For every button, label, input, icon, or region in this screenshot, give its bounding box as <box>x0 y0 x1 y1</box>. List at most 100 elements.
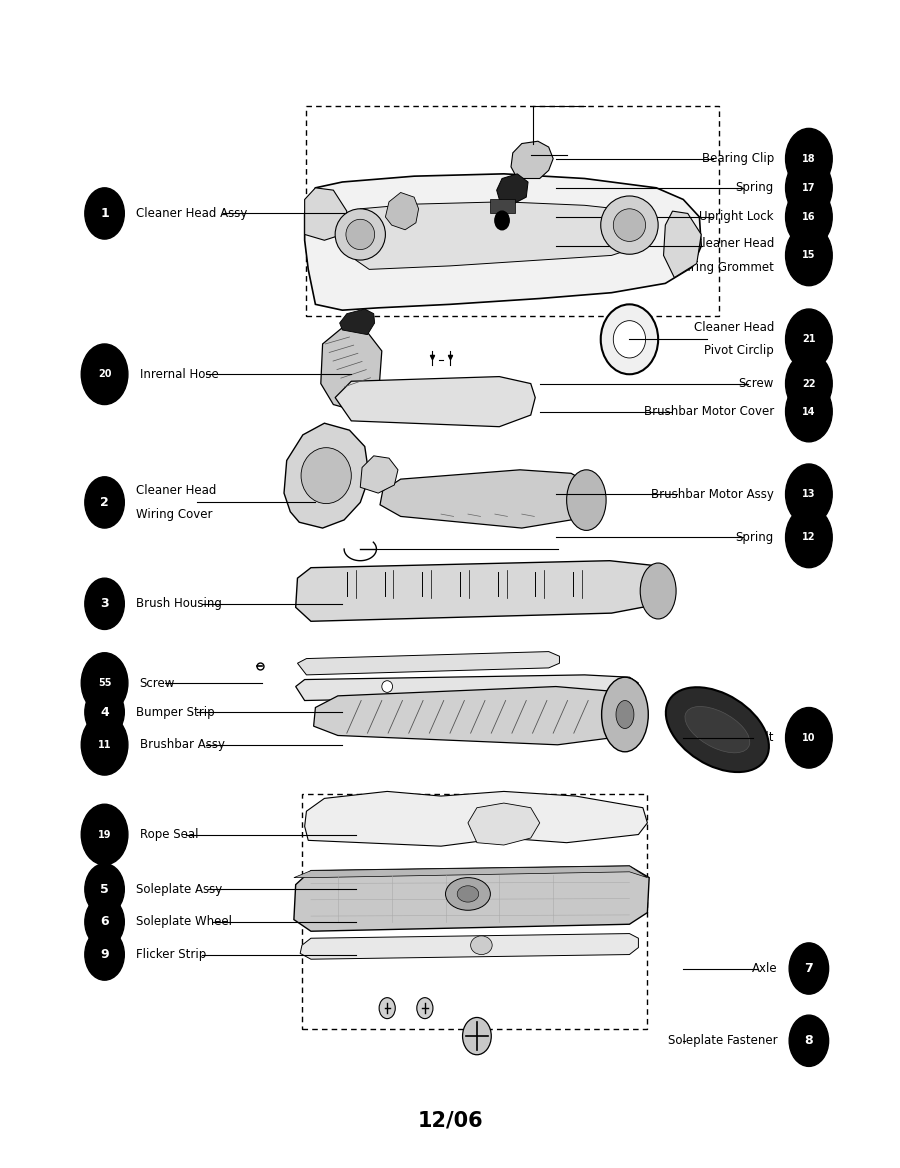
Text: 9: 9 <box>100 948 109 961</box>
Polygon shape <box>294 865 647 877</box>
Text: 18: 18 <box>802 154 815 164</box>
Ellipse shape <box>600 305 658 374</box>
Text: Rope Seal: Rope Seal <box>140 828 198 841</box>
Text: 19: 19 <box>98 829 112 840</box>
Circle shape <box>786 225 833 286</box>
Text: 1: 1 <box>100 207 109 220</box>
Circle shape <box>786 507 833 568</box>
Circle shape <box>786 353 833 413</box>
Ellipse shape <box>471 936 492 954</box>
Text: 2: 2 <box>100 496 109 509</box>
Bar <box>491 200 516 214</box>
Polygon shape <box>380 470 594 528</box>
Polygon shape <box>313 687 642 745</box>
Text: Brushbar Assy: Brushbar Assy <box>140 738 225 751</box>
Text: Wiring Cover: Wiring Cover <box>136 508 212 521</box>
Circle shape <box>786 310 833 369</box>
Text: Screw: Screw <box>140 676 175 689</box>
Ellipse shape <box>382 681 392 693</box>
Text: 15: 15 <box>802 250 815 260</box>
Text: 8: 8 <box>805 1035 814 1048</box>
Text: 6: 6 <box>100 916 109 929</box>
Text: Flicker Strip: Flicker Strip <box>136 948 206 961</box>
Text: Soleplate Wheel: Soleplate Wheel <box>136 916 232 929</box>
Polygon shape <box>663 211 701 278</box>
Polygon shape <box>385 193 418 230</box>
Circle shape <box>789 1015 829 1066</box>
Circle shape <box>786 158 833 218</box>
Ellipse shape <box>640 563 676 619</box>
Circle shape <box>81 343 128 404</box>
Text: Spring: Spring <box>735 181 774 194</box>
Text: 4: 4 <box>100 705 109 718</box>
Circle shape <box>81 715 128 776</box>
Polygon shape <box>296 561 674 621</box>
Circle shape <box>786 128 833 189</box>
Ellipse shape <box>346 220 374 250</box>
Circle shape <box>85 188 124 239</box>
Text: Soleplate Assy: Soleplate Assy <box>136 883 222 896</box>
Text: 7: 7 <box>805 962 814 975</box>
Ellipse shape <box>335 209 385 260</box>
Ellipse shape <box>685 707 750 753</box>
Polygon shape <box>511 141 554 179</box>
Polygon shape <box>294 865 649 931</box>
Text: Wiring Grommet: Wiring Grommet <box>676 260 774 273</box>
Ellipse shape <box>600 196 658 255</box>
Text: 12/06: 12/06 <box>418 1110 482 1129</box>
Text: Pivot Circlip: Pivot Circlip <box>704 345 774 357</box>
Ellipse shape <box>616 701 634 729</box>
Ellipse shape <box>567 470 606 530</box>
Circle shape <box>786 708 833 769</box>
Text: Screw: Screw <box>739 377 774 390</box>
Polygon shape <box>360 456 398 493</box>
Polygon shape <box>335 376 536 426</box>
Text: Cleaner Head: Cleaner Head <box>694 321 774 334</box>
Text: 13: 13 <box>802 489 815 499</box>
Bar <box>302 794 647 1029</box>
Text: Upright Lock: Upright Lock <box>699 210 774 223</box>
Polygon shape <box>298 652 560 675</box>
Ellipse shape <box>446 877 491 910</box>
Text: Brushbar Motor Cover: Brushbar Motor Cover <box>644 405 774 418</box>
Ellipse shape <box>302 447 351 503</box>
Text: 10: 10 <box>802 732 815 743</box>
Text: 3: 3 <box>100 597 109 611</box>
Text: 17: 17 <box>802 183 815 193</box>
Polygon shape <box>304 174 701 311</box>
Bar <box>306 106 719 317</box>
Text: Brushbar Motor Assy: Brushbar Motor Assy <box>651 488 774 501</box>
Text: Cleaner Head: Cleaner Head <box>136 485 216 498</box>
Circle shape <box>85 929 124 980</box>
Polygon shape <box>284 423 369 528</box>
Ellipse shape <box>417 997 433 1018</box>
Text: Inrernal Hose: Inrernal Hose <box>140 368 219 381</box>
Ellipse shape <box>613 321 645 357</box>
Polygon shape <box>304 188 347 241</box>
Text: 16: 16 <box>802 211 815 222</box>
Text: Bumper Strip: Bumper Strip <box>136 705 214 718</box>
Text: Soleplate Fastener: Soleplate Fastener <box>668 1035 778 1048</box>
Text: 14: 14 <box>802 406 815 417</box>
Polygon shape <box>320 328 382 411</box>
Circle shape <box>85 896 124 947</box>
Ellipse shape <box>601 677 648 752</box>
Circle shape <box>85 477 124 528</box>
Text: 21: 21 <box>802 334 815 345</box>
Text: Brush Housing: Brush Housing <box>136 597 221 611</box>
Text: 55: 55 <box>98 679 112 688</box>
Circle shape <box>85 578 124 630</box>
Text: Axle: Axle <box>752 962 778 975</box>
Ellipse shape <box>379 997 395 1018</box>
Circle shape <box>495 211 509 230</box>
Polygon shape <box>349 202 652 270</box>
Circle shape <box>786 187 833 248</box>
Ellipse shape <box>613 209 645 242</box>
Text: 12: 12 <box>802 533 815 542</box>
Circle shape <box>85 687 124 738</box>
Circle shape <box>81 653 128 714</box>
Text: 22: 22 <box>802 378 815 389</box>
Text: Cleaner Head: Cleaner Head <box>694 237 774 250</box>
Text: 5: 5 <box>100 883 109 896</box>
Circle shape <box>81 805 128 864</box>
